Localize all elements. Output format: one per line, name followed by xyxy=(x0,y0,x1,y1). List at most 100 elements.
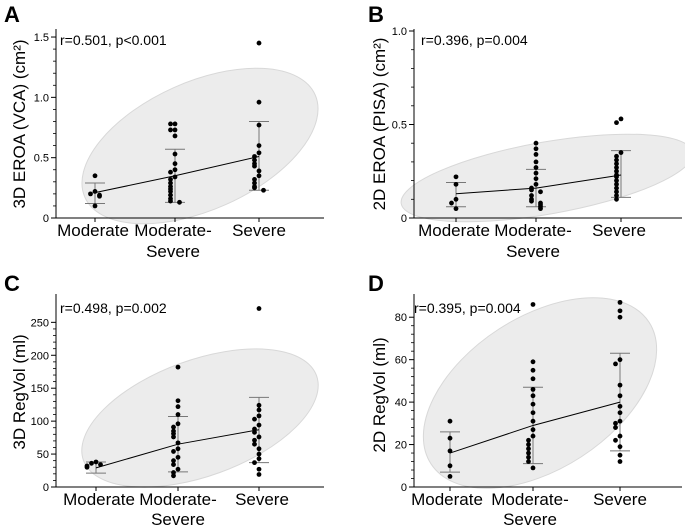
panel-c-y-tick-label: 100 xyxy=(31,416,49,428)
panel-c-data-point xyxy=(252,426,257,432)
panel-d-data-point xyxy=(613,420,618,426)
panel-d-x-label-moderate-severe-1: Moderate- xyxy=(491,490,568,509)
panel-a-x-label-severe: Severe xyxy=(232,221,286,240)
panel-a-data-point xyxy=(168,189,173,194)
panel-a-stat: r=0.501, p<0.001 xyxy=(60,32,167,48)
panel-a-data-point xyxy=(252,185,257,191)
panel-b-stat: r=0.396, p=0.004 xyxy=(421,32,528,48)
panel-a-y-tick-label: 1.0 xyxy=(34,92,49,104)
panel-b-mean-line xyxy=(455,174,622,195)
panel-c-data-point xyxy=(175,404,181,410)
panel-b-x-label-moderate-severe-2: Severe xyxy=(506,242,560,261)
panel-c: 0 50 100 150 200 250 C r=0.498, p=0.002 3D Re… xyxy=(4,271,324,526)
panel-a-data-point xyxy=(97,193,102,199)
panel-b-data-point xyxy=(529,198,534,204)
panel-c-data-point xyxy=(175,398,181,404)
panel-b-data-point xyxy=(614,174,619,180)
panel-c-data-point xyxy=(171,431,176,437)
panel-c-data-point xyxy=(252,441,257,447)
panel-d-data-point xyxy=(617,459,623,464)
panel-b-data-point xyxy=(614,178,619,184)
panel-d-data-point xyxy=(617,382,623,388)
panel-a-data-point xyxy=(172,167,178,173)
panel-d-data-point xyxy=(526,437,531,443)
panel-d-mean-line xyxy=(449,401,621,454)
panel-b-data-point xyxy=(538,189,543,195)
panel-d-data-point xyxy=(617,308,623,314)
panel-c-x-label-moderate: Moderate xyxy=(63,490,135,509)
panel-b-data-point xyxy=(614,181,619,187)
panel-d-data-point xyxy=(530,386,536,392)
panel-b-y-tick-label: 1.0 xyxy=(392,26,407,38)
panel-a-data-point xyxy=(256,150,262,156)
panel-c-data-point xyxy=(175,364,181,370)
panel-c-data-point xyxy=(171,473,176,479)
panel-d-stat: r=0.395, p=0.004 xyxy=(414,300,521,316)
panel-d-data-point xyxy=(526,450,531,456)
panel-c-data-point xyxy=(175,440,181,446)
panel-d-data-point xyxy=(617,418,623,424)
panel-a-data-point xyxy=(168,127,173,133)
panel-c-data-point xyxy=(256,466,262,472)
panel-c-data-point xyxy=(175,466,181,472)
panel-a-data-point xyxy=(252,163,257,169)
panel-d-density-ellipse xyxy=(422,297,658,489)
panel-c-y-axis-title: 3D RegVol (ml) xyxy=(10,334,29,449)
panel-c-data-point xyxy=(93,459,99,465)
panel-b-data-point xyxy=(614,157,619,163)
panel-a-y-axis-title: 3D EROA (VCA) (cm²) xyxy=(10,39,29,208)
panel-c-data-point xyxy=(256,407,262,413)
panel-a-data-point xyxy=(252,176,257,182)
panel-b-data-point xyxy=(614,193,619,198)
panel-b-data-point xyxy=(614,120,619,126)
panel-b-data-point xyxy=(533,165,539,170)
panel-b-plot: 0 0.5 1.0 xyxy=(392,26,685,225)
panel-c-y-tick-label: 250 xyxy=(31,317,49,329)
panel-c-data-point xyxy=(171,462,176,468)
panel-d-data-point xyxy=(617,433,623,439)
panel-b-data-point xyxy=(533,176,539,182)
panel-b-data-point xyxy=(614,185,619,191)
panel-d-data-point xyxy=(617,410,623,416)
panel-a-data-point xyxy=(92,173,98,179)
panel-d-data-point xyxy=(613,361,618,367)
panel-b-letter: B xyxy=(368,2,384,27)
panel-c-data-point xyxy=(84,464,90,470)
panel-a-data-point xyxy=(256,122,262,128)
panel-c-data-point xyxy=(175,454,181,460)
panel-d-data-point xyxy=(617,299,623,305)
panel-d-data-point xyxy=(530,393,536,399)
panel-c-data-point xyxy=(89,460,94,466)
panel-b-data-point xyxy=(533,146,539,152)
panel-b: 0 0.5 1.0 B r=0.396, p=0.004 2D EROA (PISA… xyxy=(368,2,685,261)
panel-b-data-point xyxy=(533,140,539,146)
panel-a-data-point xyxy=(252,157,257,163)
panel-c-data-point xyxy=(252,460,257,466)
panel-c-data-point xyxy=(171,458,176,464)
panel-d-data-point xyxy=(530,359,536,365)
panel-d-data-point xyxy=(530,376,536,382)
panel-d-data-point xyxy=(617,393,623,399)
panel-c-data-point xyxy=(256,451,262,457)
panel-b-x-label-severe: Severe xyxy=(592,221,646,240)
panel-c-data-point xyxy=(252,416,257,422)
panel-c-data-point xyxy=(256,422,262,428)
panel-d-x-label-severe: Severe xyxy=(593,490,647,509)
panel-a-x-label-moderate-severe-2: Severe xyxy=(146,242,200,261)
panel-d-data-point xyxy=(526,442,531,447)
panel-a-plot: 0 0.5 1.0 1.5 xyxy=(34,29,324,225)
panel-c-data-point xyxy=(175,412,181,417)
panel-a: 0 0.5 1.0 1.5 A r=0.501, p<0.001 3D EROA (V… xyxy=(4,2,324,261)
panel-b-data-point xyxy=(614,161,619,167)
panel-d-data-point xyxy=(530,427,536,433)
panel-b-data-point xyxy=(614,165,619,170)
panel-c-y-tick-label: 0 xyxy=(43,482,49,494)
panel-a-data-point xyxy=(172,127,178,133)
panel-b-x-label-moderate-severe-1: Moderate- xyxy=(494,221,571,240)
panel-a-data-point xyxy=(168,121,173,127)
panel-b-x-label-moderate: Moderate xyxy=(418,221,490,240)
panel-d-data-point xyxy=(613,425,618,430)
panel-a-y-tick-label: 1.5 xyxy=(34,32,49,44)
panel-a-data-point xyxy=(256,99,262,105)
